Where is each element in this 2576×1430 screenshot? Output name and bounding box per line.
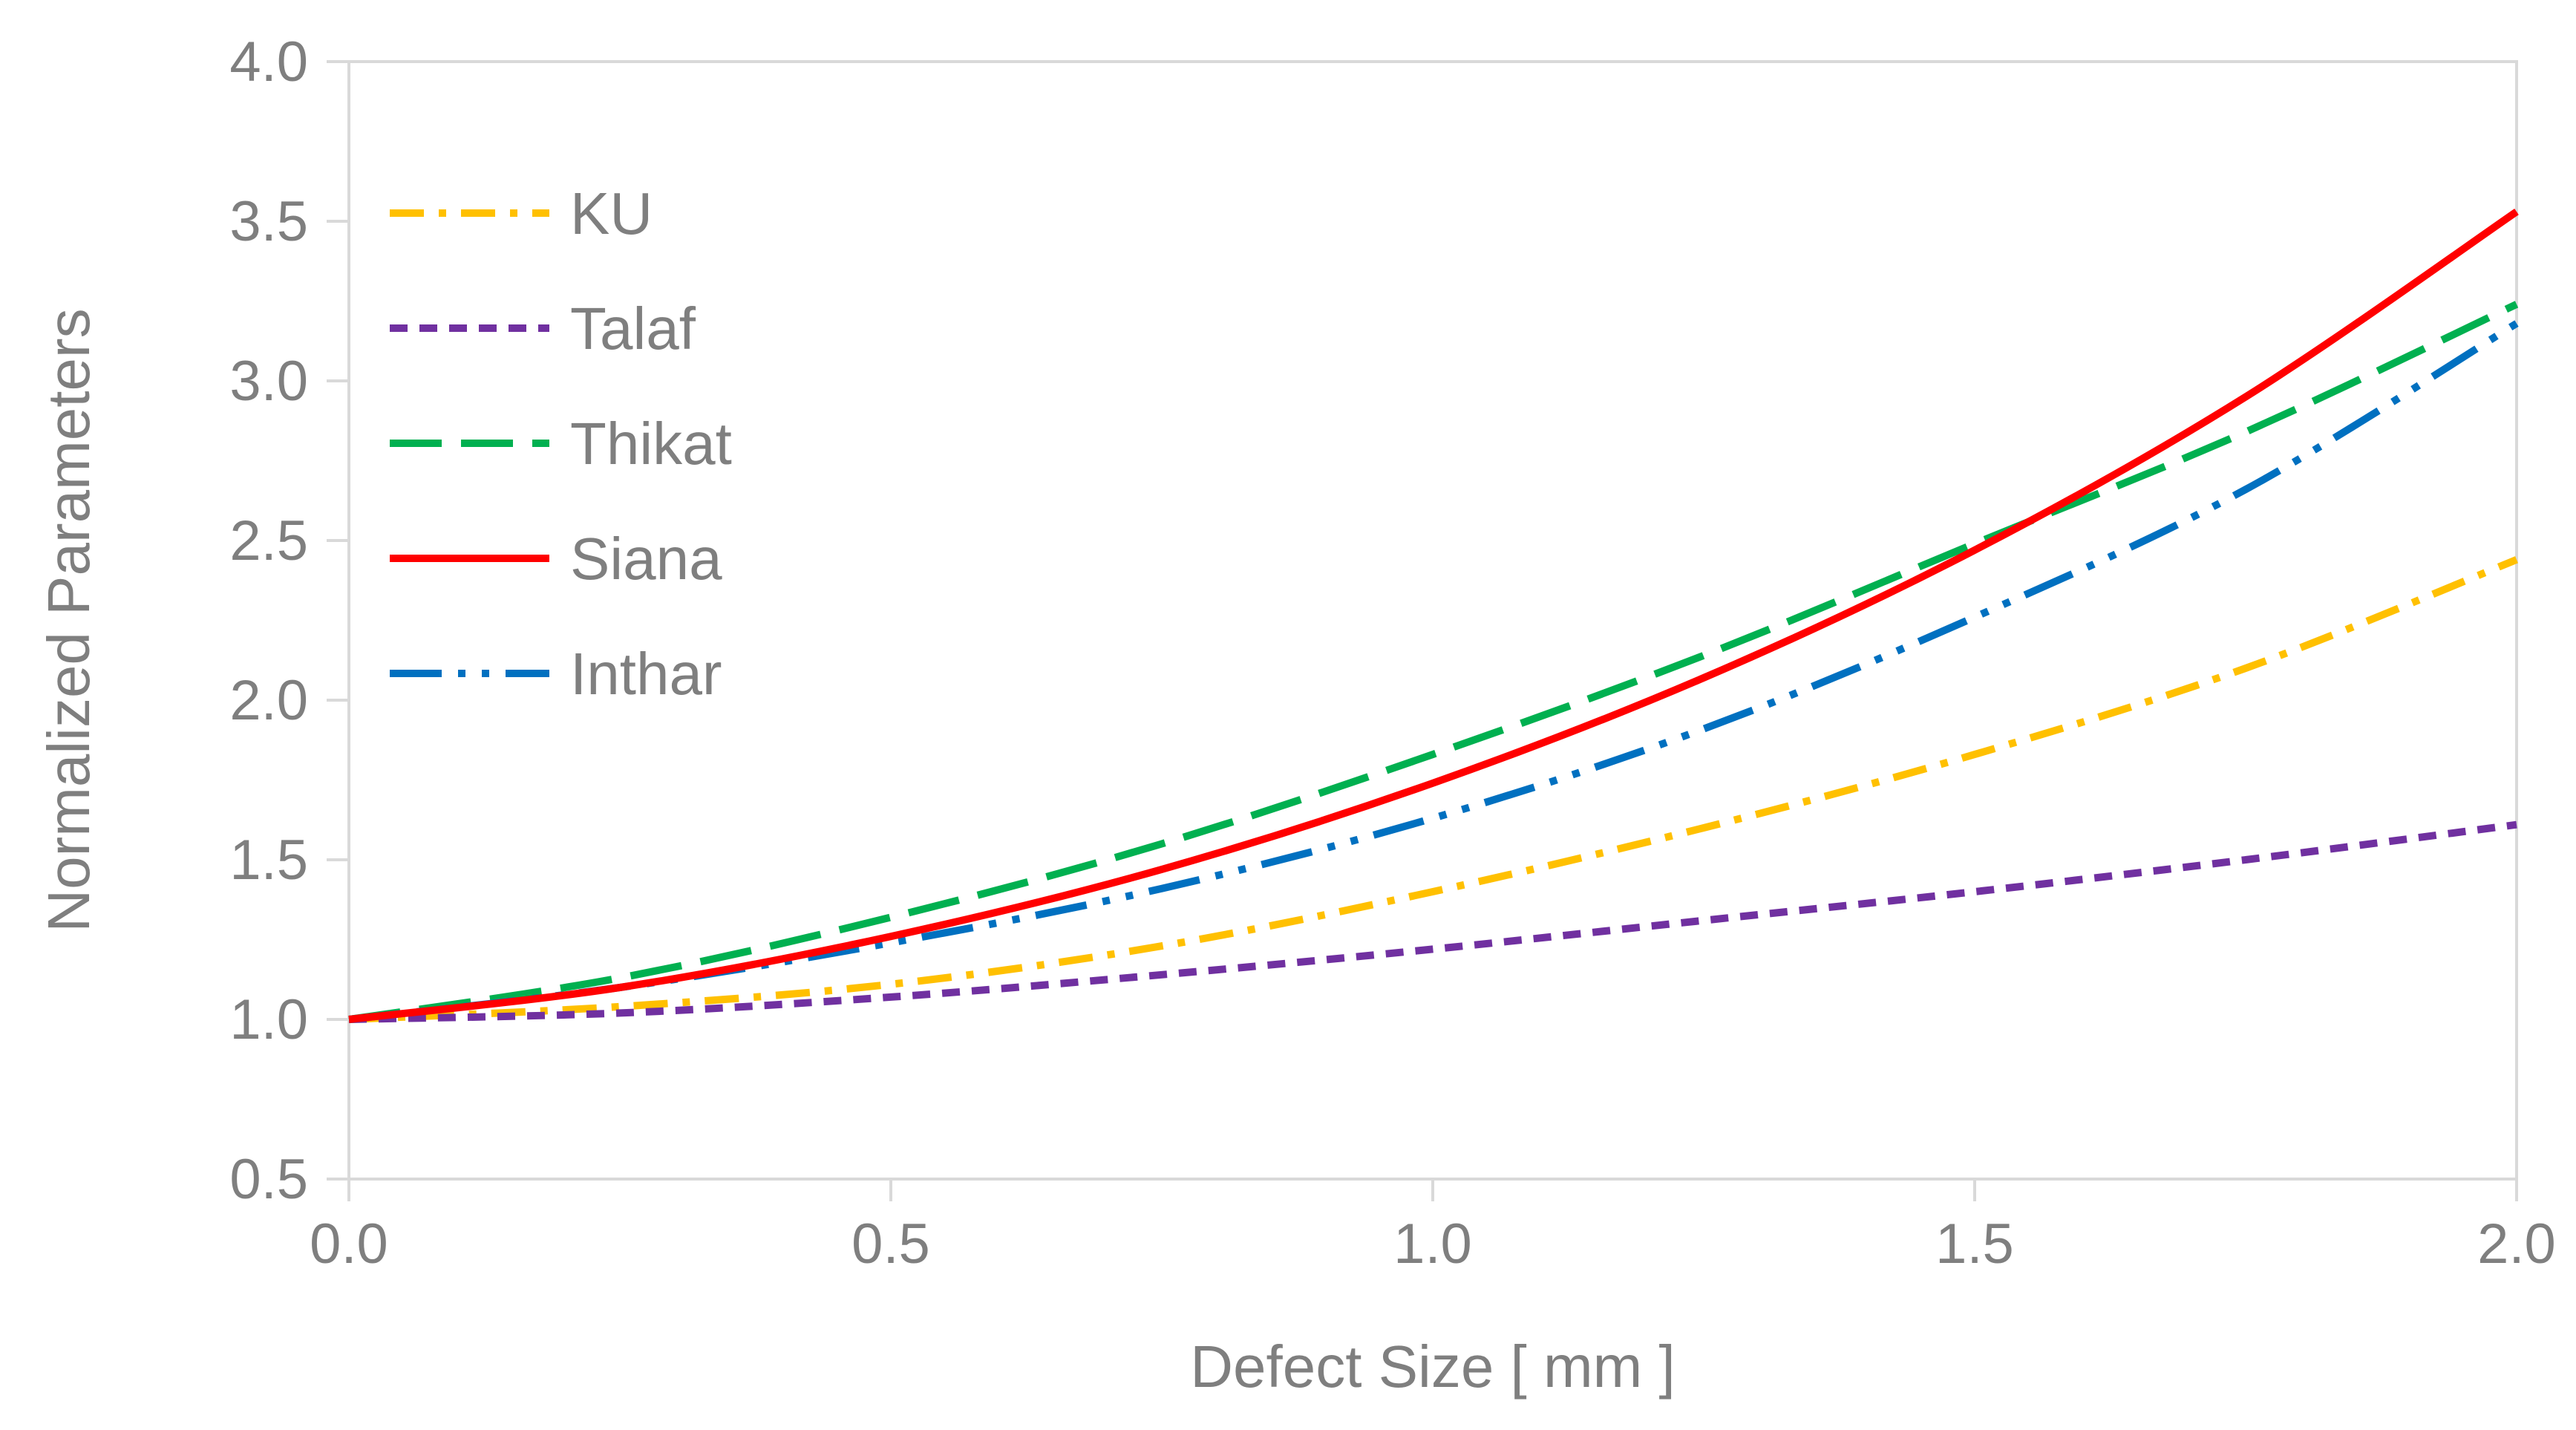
y-tick-label: 2.5	[229, 509, 308, 572]
legend-label-inthar: Inthar	[570, 641, 722, 707]
series-line-talaf	[348, 820, 2517, 1023]
series-lines	[348, 208, 2519, 1023]
y-tick-label: 3.0	[229, 350, 308, 413]
x-tick-label: 1.0	[1393, 1212, 1472, 1276]
series-line-siana	[348, 208, 2519, 1023]
series-line-thikat	[348, 301, 2519, 1023]
y-axis-title: Normalized Parameters	[36, 308, 102, 932]
y-tick-label: 3.5	[229, 190, 308, 253]
series-line-ku	[348, 556, 2518, 1023]
x-tick-label: 2.0	[2477, 1212, 2556, 1276]
x-axis-title: Defect Size [ mm ]	[1190, 1333, 1675, 1400]
x-axis-ticks: 0.0 0.5 1.0 1.5 2.0	[310, 1179, 2556, 1276]
x-tick-label: 0.5	[851, 1212, 930, 1276]
y-tick-label: 2.0	[229, 669, 308, 732]
y-tick-label: 1.5	[229, 829, 308, 892]
legend-label-talaf: Talaf	[570, 296, 696, 362]
plot-area-border	[347, 60, 2518, 1181]
y-axis-ticks: 0.5 1.0 1.5 2.0 2.5 3.0 3.5 4.0	[229, 30, 349, 1211]
y-tick-label: 1.0	[229, 988, 308, 1051]
x-tick-label: 1.5	[1935, 1212, 2014, 1276]
legend-label-siana: Siana	[570, 526, 722, 592]
legend-label-ku: KU	[570, 180, 653, 247]
legend-label-thikat: Thikat	[570, 411, 732, 477]
y-tick-label: 4.0	[229, 30, 308, 94]
x-tick-label: 0.0	[310, 1212, 388, 1276]
legend: KU Talaf Thikat Siana Inthar	[390, 180, 732, 707]
y-tick-label: 0.5	[229, 1148, 308, 1211]
